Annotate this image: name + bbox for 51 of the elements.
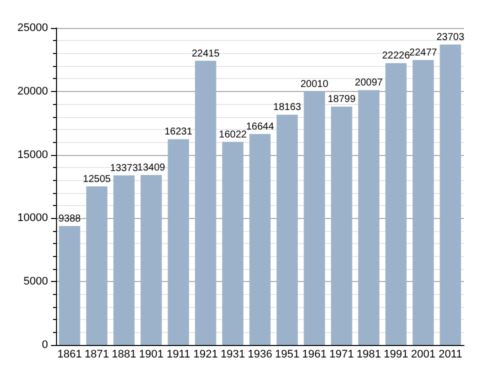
data-label: 16644: [246, 121, 274, 132]
data-label: 20010: [300, 78, 329, 90]
x-tick-label: 1951: [274, 348, 300, 360]
x-tick-label: 1971: [329, 348, 354, 360]
data-label: 22415: [192, 48, 220, 60]
bar: [140, 174, 162, 345]
bar: [412, 60, 434, 345]
x-tick-label: 1931: [220, 348, 246, 360]
bar: [168, 139, 190, 345]
x-tick-label: 1921: [193, 348, 218, 360]
bar: [440, 44, 462, 345]
data-label: 20097: [354, 78, 384, 89]
data-label: 16022: [218, 129, 248, 140]
bar: [385, 63, 407, 345]
x-tick-label: 1871: [84, 348, 110, 360]
data-label: 16231: [164, 126, 193, 138]
bar: [249, 134, 271, 345]
data-label: 9388: [58, 213, 82, 224]
data-label: 12505: [82, 174, 112, 185]
data-label: 23703: [436, 32, 465, 43]
data-label: 18799: [328, 94, 356, 106]
x-tick-label: 1881: [112, 348, 136, 360]
y-tick-label: 5000: [24, 276, 48, 288]
x-tick-label: 1961: [302, 348, 327, 360]
bar: [304, 91, 326, 345]
bar: [194, 60, 216, 345]
y-tick-label: 15000: [17, 148, 48, 161]
data-label: 13373: [110, 162, 138, 174]
data-label: 22226: [382, 50, 410, 62]
bar: [276, 114, 298, 345]
bar: [330, 106, 352, 345]
data-label: 13409: [137, 162, 166, 174]
bar: [113, 175, 135, 345]
bar: [358, 90, 380, 345]
x-tick-label: 1861: [57, 348, 82, 360]
data-label: 22477: [409, 47, 438, 58]
y-tick-label: 0: [42, 339, 48, 351]
x-tick-label: 1981: [356, 348, 382, 360]
y-tick-label: 25000: [17, 22, 48, 34]
bar: [86, 186, 108, 345]
x-tick-label: 1901: [138, 348, 164, 360]
x-tick-label: 1991: [384, 348, 408, 360]
x-tick-label: 1936: [248, 348, 272, 360]
y-tick-label: 10000: [17, 212, 48, 224]
x-tick-label: 2011: [438, 348, 462, 360]
bar: [58, 226, 80, 345]
bar: [222, 142, 244, 345]
y-tick-label: 20000: [17, 85, 48, 98]
x-tick-label: 2001: [410, 348, 436, 360]
x-tick-label: 1911: [166, 348, 190, 360]
data-label: 18163: [273, 102, 302, 114]
